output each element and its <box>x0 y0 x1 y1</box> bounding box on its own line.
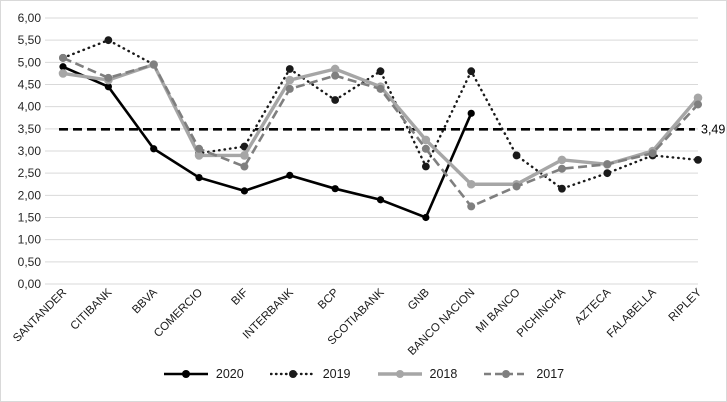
data-point-marker <box>194 151 204 160</box>
data-point-marker <box>195 144 204 153</box>
data-point-marker <box>421 135 431 145</box>
series-2017 <box>59 53 702 211</box>
x-axis-label: MI BANCO <box>474 287 523 336</box>
y-axis-tick-label: 4,50 <box>18 78 42 92</box>
legend-swatch-2018-line <box>377 370 422 378</box>
x-axis-label: AZTECA <box>573 286 614 327</box>
x-axis-label: GNB <box>406 286 432 312</box>
data-point-marker <box>150 145 158 153</box>
data-point-marker <box>421 162 430 171</box>
legend-label-2019: 2019 <box>322 367 351 381</box>
data-point-marker <box>104 83 112 91</box>
data-point-marker <box>58 69 68 78</box>
data-point-marker <box>376 196 385 204</box>
y-axis-tick-label: 2,00 <box>18 188 42 202</box>
data-point-marker <box>149 60 158 69</box>
series-line-2017 <box>62 56 699 209</box>
chart-legend: 2020 2019 2018 2017 <box>1 361 726 401</box>
data-point-marker <box>104 36 113 45</box>
data-point-marker <box>603 160 612 169</box>
y-axis-tick-label: 4,00 <box>18 100 42 114</box>
data-point-marker <box>59 53 67 62</box>
y-axis-tick-label: 5,00 <box>18 55 42 69</box>
series-2019 <box>59 36 702 193</box>
data-point-marker <box>331 185 339 193</box>
x-axis-label: CITIBANK <box>68 286 114 332</box>
data-point-marker <box>558 184 566 193</box>
legend-label-2018: 2018 <box>429 367 458 381</box>
data-point-marker <box>240 151 249 160</box>
data-point-marker <box>648 149 657 158</box>
data-point-marker <box>240 162 249 171</box>
data-point-marker <box>693 93 703 103</box>
data-point-marker <box>694 155 702 164</box>
data-point-marker <box>376 67 385 76</box>
x-axis-label: BBVA <box>130 286 160 316</box>
data-point-marker <box>603 169 612 178</box>
data-point-marker <box>512 182 521 191</box>
y-axis-tick-label: 1,00 <box>18 233 42 247</box>
y-axis-tick-label: 0,50 <box>18 255 42 269</box>
data-point-marker <box>376 84 385 93</box>
data-point-marker <box>466 179 476 189</box>
data-point-marker <box>195 174 203 182</box>
data-point-marker <box>512 151 521 160</box>
data-point-marker <box>285 65 294 73</box>
data-point-marker <box>331 96 340 104</box>
reference-line-label: 3,49 <box>701 122 725 136</box>
data-point-marker <box>693 100 702 109</box>
x-axis-label: BIF <box>229 287 250 308</box>
data-point-marker <box>59 63 67 71</box>
x-axis-label: COMERCIO <box>152 287 205 340</box>
y-axis-tick-label: 0,00 <box>18 277 42 291</box>
series-2018 <box>58 60 703 189</box>
x-axis-label: SANTANDER <box>11 287 69 345</box>
legend-item-2017: 2017 <box>483 367 564 381</box>
x-axis-label: RIPLEY <box>667 286 705 324</box>
y-axis-tick-label: 3,50 <box>18 122 42 136</box>
data-point-marker <box>285 84 294 93</box>
data-point-marker <box>286 171 294 179</box>
data-point-marker <box>467 202 476 211</box>
series-2020 <box>59 63 475 222</box>
legend-item-2019: 2019 <box>269 367 351 381</box>
data-point-marker <box>467 109 475 117</box>
legend-swatch-2017-line <box>484 370 529 378</box>
y-axis-tick-label: 3,00 <box>18 144 42 158</box>
y-axis-tick-label: 2,50 <box>18 166 42 180</box>
data-point-marker <box>240 187 249 195</box>
x-axis-label: FALABELLA <box>605 286 659 340</box>
data-point-marker <box>557 164 566 173</box>
data-point-marker <box>331 71 340 80</box>
x-axis-label: PICHINCHA <box>515 286 568 339</box>
data-point-marker <box>421 144 430 153</box>
legend-label-2017: 2017 <box>536 367 565 381</box>
data-point-marker <box>557 155 567 165</box>
legend-item-2018: 2018 <box>377 367 458 381</box>
legend-label-2020: 2020 <box>215 367 244 381</box>
y-axis-tick-label: 6,00 <box>18 11 42 25</box>
data-point-marker <box>330 64 340 74</box>
y-axis-tick-label: 5,50 <box>18 33 42 47</box>
data-point-marker <box>467 67 476 76</box>
legend-swatch-2020-line <box>163 370 208 378</box>
x-axis-label: BCP <box>316 286 341 311</box>
data-point-marker <box>422 213 430 222</box>
legend-swatch-2019-line <box>269 370 316 378</box>
y-axis-tick-label: 1,50 <box>18 211 42 225</box>
legend-item-2020: 2020 <box>163 367 244 381</box>
data-point-marker <box>240 142 249 151</box>
gridlines-and-yticks: 6,00 5,50 5,00 4,50 4,00 3,50 3,00 2,50 2,00 1,50… <box>18 11 698 291</box>
data-point-marker <box>104 73 113 82</box>
chart-plot-area: 6,00 5,50 5,00 4,50 4,00 3,50 3,00 2,50 2,00 1,50… <box>11 11 725 358</box>
series-line-2020 <box>62 65 473 220</box>
data-point-marker <box>285 75 295 85</box>
